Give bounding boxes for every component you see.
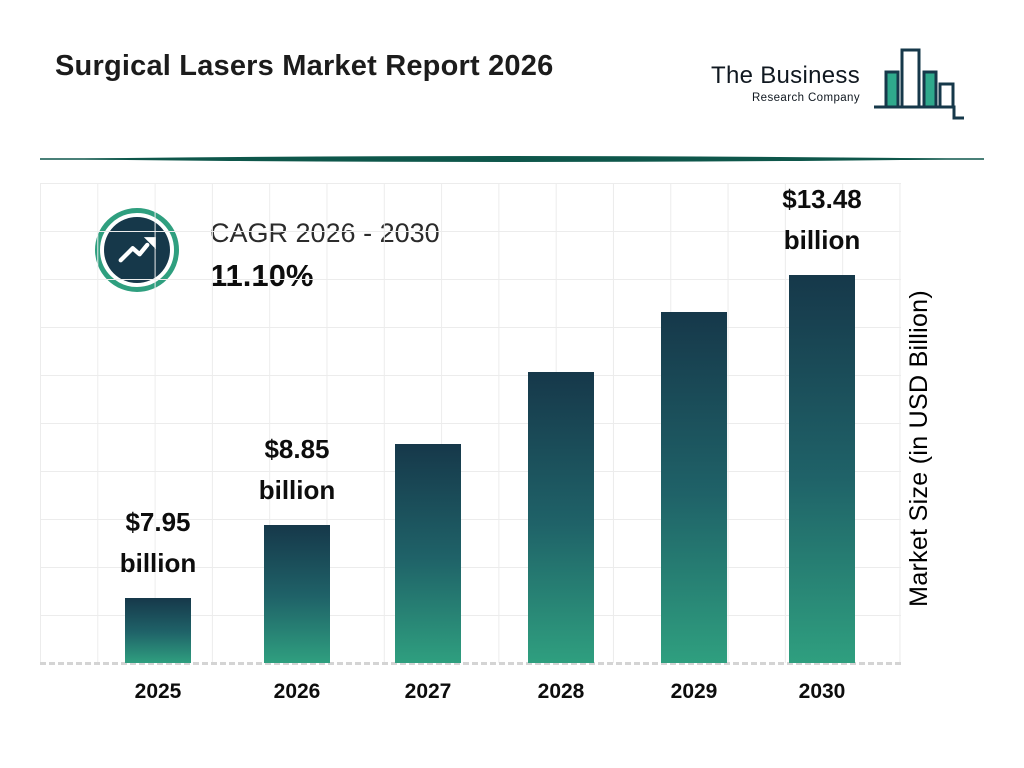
bar-value-line1: $7.95 — [125, 507, 191, 537]
y-axis-label: Market Size (in USD Billion) — [905, 290, 933, 607]
bar — [264, 525, 330, 663]
bar-value-line2: billion — [783, 225, 861, 255]
grid — [40, 183, 901, 663]
bar-chart-logo-icon — [874, 48, 964, 120]
bar — [789, 275, 855, 663]
bar-group — [491, 372, 631, 663]
logo-title: The Business — [710, 62, 860, 89]
baseline — [40, 662, 901, 665]
logo: The Business Research Company — [711, 44, 966, 124]
bar-group: $13.48 billion — [752, 179, 892, 663]
logo-subtitle: Research Company — [751, 92, 860, 104]
x-tick-label: 2030 — [798, 680, 846, 703]
bar-value-label: $7.95 billion — [120, 502, 197, 584]
bar — [395, 444, 461, 663]
bar-group — [624, 312, 764, 663]
logo-text: The Business Research Company — [711, 62, 860, 104]
bar-value-line1: $13.48 — [782, 184, 862, 214]
bar-value-label: $8.85 billion — [259, 429, 336, 511]
x-tick-label: 2027 — [404, 680, 452, 703]
bar — [528, 372, 594, 663]
bar-value-line2: billion — [119, 548, 197, 578]
x-tick-label: 2028 — [537, 680, 585, 703]
divider — [40, 156, 984, 162]
x-tick-label: 2026 — [273, 680, 321, 703]
bar-value-line1: $8.85 — [264, 434, 330, 464]
chart-area: $7.95 billion $8.85 billion $13.48 billi… — [40, 183, 901, 723]
x-tick-label: 2025 — [134, 680, 182, 703]
bar-group: $7.95 billion — [88, 502, 228, 663]
bar-value-label: $13.48 billion — [782, 179, 862, 261]
page-title: Surgical Lasers Market Report 2026 — [55, 50, 554, 82]
bar-group: $8.85 billion — [227, 429, 367, 663]
x-tick-label: 2029 — [670, 680, 718, 703]
bar — [661, 312, 727, 663]
bar — [125, 598, 191, 663]
bar-group — [358, 444, 498, 663]
bar-value-line2: billion — [258, 475, 336, 505]
